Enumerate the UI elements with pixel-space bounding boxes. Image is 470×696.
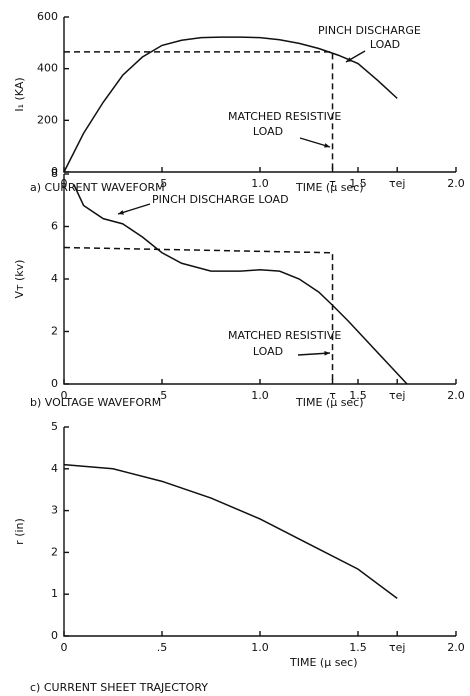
- y-tick-label: 400: [37, 62, 58, 75]
- axes: [63, 427, 456, 637]
- arrow-head: [324, 351, 330, 356]
- x-tick-label: .5: [157, 641, 168, 654]
- y-tick-label: 8: [51, 167, 58, 180]
- x-tick-label: τ: [329, 389, 336, 402]
- y-tick-label: 0: [51, 165, 58, 178]
- y-tick-label: 6: [51, 220, 58, 233]
- x-tick-label: 1.5: [349, 177, 367, 190]
- arrow: [117, 203, 151, 215]
- y-axis-label: Vᴛ (kv): [13, 260, 26, 299]
- line: [73, 184, 408, 385]
- line: [63, 463, 398, 599]
- x-tick-label: τej: [389, 641, 405, 654]
- x-tick-label: 1.0: [251, 641, 269, 654]
- line: [63, 36, 398, 173]
- x-axis-label: TIME (μ sec): [295, 181, 364, 194]
- y-tick-label: 5: [51, 420, 58, 433]
- y-tick-label: 200: [37, 113, 58, 126]
- annotation: MATCHED RESISTIVE: [228, 110, 341, 123]
- x-tick-label: τej: [389, 177, 405, 190]
- x-tick-label: .5: [157, 177, 168, 190]
- y-tick-label: 0: [51, 629, 58, 642]
- panel-title: b) VOLTAGE WAVEFORM: [30, 396, 161, 409]
- x-tick-label: 0: [61, 389, 68, 402]
- x-tick-label: 1.5: [349, 641, 367, 654]
- y-tick-label: 4: [51, 272, 58, 285]
- annotation: PINCH DISCHARGE: [318, 24, 421, 37]
- x-tick-label: 1.0: [251, 389, 269, 402]
- x-tick-label: 2.0: [447, 641, 465, 654]
- x-tick-label: τ: [329, 177, 336, 190]
- y-tick-label: 2: [51, 545, 58, 558]
- x-tick-label: 1.0: [251, 177, 269, 190]
- panel-title: c) CURRENT SHEET TRAJECTORY: [30, 681, 208, 694]
- panel-title: a) CURRENT WAVEFORM: [30, 181, 165, 194]
- y-tick-label: 0: [51, 377, 58, 390]
- y-tick-label: 3: [51, 504, 58, 517]
- arrow-head: [346, 57, 352, 62]
- x-tick-label: 1.5: [349, 389, 367, 402]
- annotation: LOAD: [253, 345, 283, 358]
- arrow-head: [324, 143, 330, 148]
- y-tick-label: 1: [51, 587, 58, 600]
- y-tick-label: 600: [37, 10, 58, 23]
- annotation: PINCH DISCHARGE LOAD: [152, 193, 289, 206]
- x-tick-label: 2.0: [447, 177, 465, 190]
- y-tick-label: 2: [51, 325, 58, 338]
- y-tick-label: 4: [51, 462, 58, 475]
- x-tick-label: 2.0: [447, 389, 465, 402]
- y-axis-label: r (in): [13, 518, 26, 545]
- x-tick-label: τej: [389, 389, 405, 402]
- arrow-head: [118, 210, 124, 215]
- x-tick-label: 0: [61, 641, 68, 654]
- annotation: LOAD: [253, 125, 283, 138]
- y-axis-label: I₁ (KA): [13, 77, 26, 111]
- x-axis-label: TIME (μ sec): [295, 396, 364, 409]
- x-axis-label: TIME (μ sec): [289, 656, 358, 669]
- annotation: MATCHED RESISTIVE: [228, 329, 341, 342]
- x-tick-label: .5: [157, 389, 168, 402]
- annotation: LOAD: [370, 38, 400, 51]
